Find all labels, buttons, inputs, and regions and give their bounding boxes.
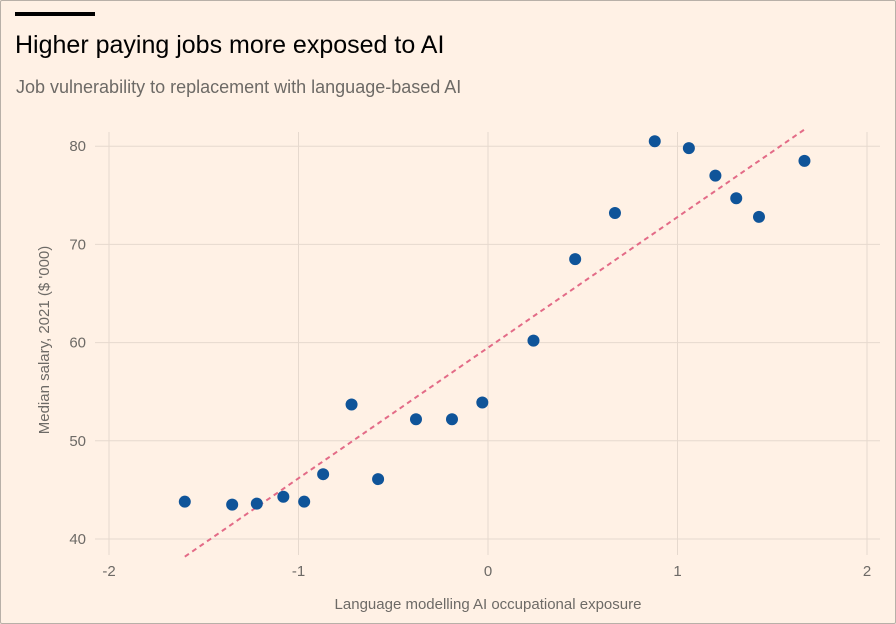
data-point bbox=[298, 495, 311, 508]
data-point bbox=[682, 142, 695, 155]
x-tick-label: 0 bbox=[484, 563, 492, 580]
x-tick-label: -2 bbox=[102, 563, 115, 580]
chart-subtitle: Job vulnerability to replacement with la… bbox=[16, 77, 462, 97]
y-tick-label: 60 bbox=[69, 335, 86, 352]
data-point bbox=[178, 495, 191, 508]
data-point bbox=[730, 192, 743, 205]
data-point bbox=[317, 468, 330, 481]
y-tick-label: 40 bbox=[69, 531, 86, 548]
y-tick-label: 70 bbox=[69, 236, 86, 253]
x-tick-labels: -2 -1 0 1 2 bbox=[102, 563, 871, 580]
data-point bbox=[345, 398, 358, 411]
header-rule bbox=[15, 12, 95, 16]
data-point bbox=[709, 169, 722, 182]
y-tick-labels: 40 50 60 70 80 bbox=[69, 138, 86, 548]
data-point bbox=[372, 473, 385, 486]
data-point bbox=[798, 154, 811, 167]
y-tick-label: 80 bbox=[69, 138, 86, 155]
data-point bbox=[250, 497, 263, 510]
data-point bbox=[752, 210, 765, 223]
x-tick-label: -1 bbox=[292, 563, 305, 580]
data-point bbox=[476, 396, 489, 409]
data-point bbox=[226, 498, 239, 511]
y-tick-label: 50 bbox=[69, 433, 86, 450]
x-gridlines bbox=[108, 132, 868, 555]
data-point bbox=[608, 206, 621, 219]
data-point bbox=[648, 135, 661, 148]
data-points bbox=[178, 135, 811, 511]
x-tick-label: 2 bbox=[863, 563, 871, 580]
data-point bbox=[445, 413, 458, 426]
data-point bbox=[569, 253, 582, 266]
x-tick-label: 1 bbox=[673, 563, 681, 580]
data-point bbox=[277, 490, 290, 503]
data-point bbox=[527, 334, 540, 347]
x-axis-label: Language modelling AI occupational expos… bbox=[335, 596, 642, 613]
data-point bbox=[409, 413, 422, 426]
chart-title: Higher paying jobs more exposed to AI bbox=[15, 31, 445, 59]
y-axis-label: Median salary, 2021 ($ '000) bbox=[36, 246, 53, 435]
